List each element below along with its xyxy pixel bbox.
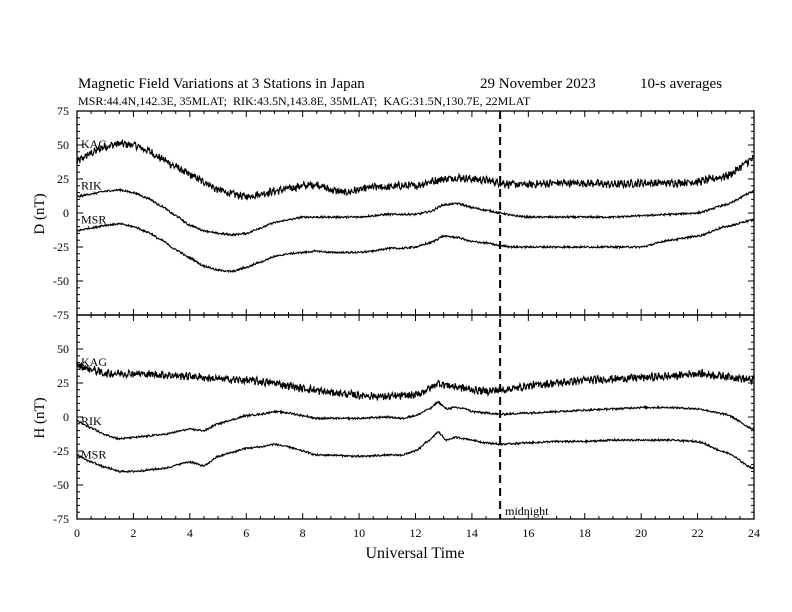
y-tick-label: 50	[57, 342, 69, 356]
x-tick-label: 14	[466, 526, 478, 540]
y-tick-label: -25	[53, 240, 69, 254]
series-msr-line	[76, 430, 755, 474]
series-msr-label: MSR	[81, 213, 106, 227]
x-tick-label: 0	[74, 526, 80, 540]
x-tick-label: 20	[635, 526, 647, 540]
x-tick-label: 22	[692, 526, 704, 540]
y-tick-label: 0	[63, 206, 69, 220]
x-tick-label: 16	[522, 526, 534, 540]
series-kag-line	[76, 361, 755, 402]
y-tick-label: 75	[57, 104, 69, 118]
y-tick-label: 0	[63, 410, 69, 424]
chart-title: Magnetic Field Variations at 3 Stations …	[78, 76, 365, 92]
chart-date: 29 November 2023	[480, 76, 596, 92]
x-tick-label: 12	[410, 526, 422, 540]
y-tick-label: -75	[53, 308, 69, 322]
series-rik-label: RIK	[81, 179, 102, 193]
chart-subtitle: MSR:44.4N,142.3E, 35MLAT; RIK:43.5N,143.…	[78, 94, 531, 108]
x-tick-label: 8	[300, 526, 306, 540]
x-tick-label: 10	[353, 526, 365, 540]
series-kag-line	[76, 138, 755, 201]
x-tick-label: 24	[748, 526, 760, 540]
h-axis-label: H (nT)	[32, 397, 48, 438]
series-rik-label: RIK	[81, 414, 102, 428]
x-tick-label: 18	[579, 526, 591, 540]
y-tick-label: -25	[53, 444, 69, 458]
y-tick-label: 25	[57, 172, 69, 186]
series-rik-line	[76, 188, 755, 237]
chart-averaging: 10-s averages	[640, 76, 722, 92]
y-tick-label: 25	[57, 376, 69, 390]
series-msr-line	[76, 218, 755, 274]
d-panel: 75 50 25 0 -25 -50 -75 KAG RIK MSR	[53, 104, 755, 322]
y-tick-label: 50	[57, 138, 69, 152]
x-axis-label: Universal Time	[365, 545, 464, 562]
plot-frame	[76, 314, 755, 520]
series-rik-line	[76, 400, 755, 441]
x-tick-label: 2	[130, 526, 136, 540]
y-tick-label: -50	[53, 478, 69, 492]
series-kag-label: KAG	[81, 137, 107, 151]
y-tick-label: -75	[53, 512, 69, 526]
series-kag-label: KAG	[81, 355, 107, 369]
series-msr-label: MSR	[81, 448, 106, 462]
x-tick-label: 4	[187, 526, 193, 540]
x-tick-label: 6	[243, 526, 249, 540]
y-tick-label: -50	[53, 274, 69, 288]
d-axis-label: D (nT)	[32, 193, 48, 234]
midnight-label: midnight	[505, 504, 549, 518]
